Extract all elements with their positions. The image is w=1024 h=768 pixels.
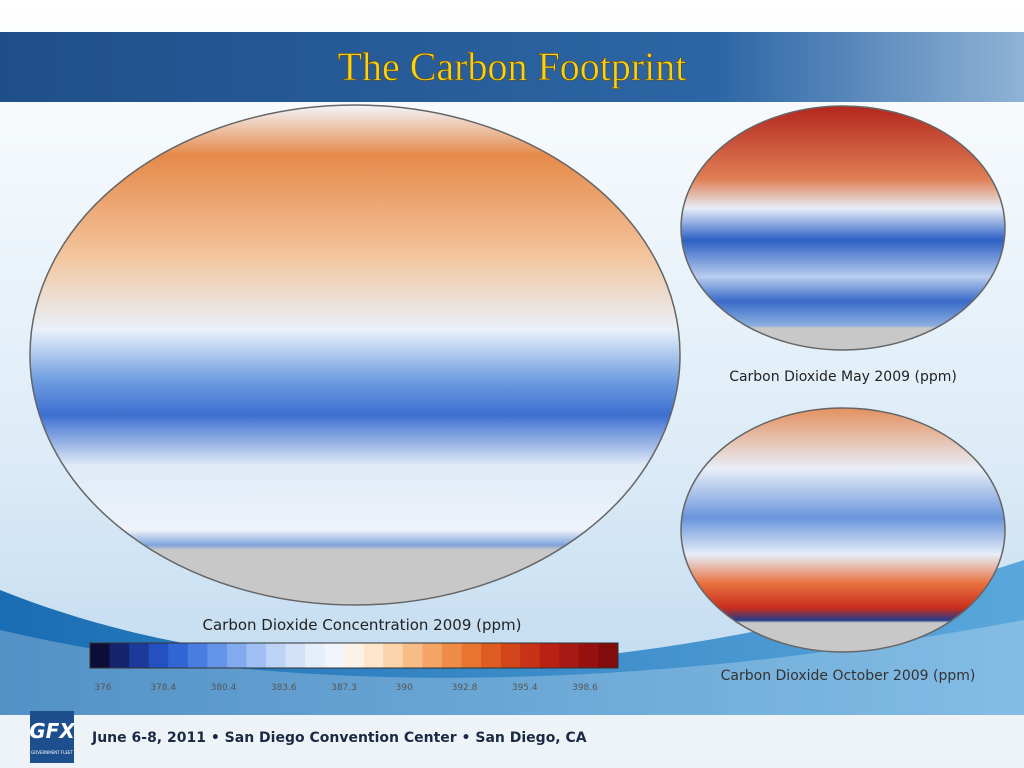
colorbar-cell xyxy=(246,643,267,668)
colorbar-cell xyxy=(598,643,619,668)
colorbar-cell xyxy=(559,643,580,668)
colorbar-cell xyxy=(344,643,365,668)
colorbar-cell xyxy=(266,643,287,668)
colorbar-label: 383.6 xyxy=(271,683,297,693)
colorbar-cell xyxy=(109,643,130,668)
colorbar-label: 387.3 xyxy=(331,683,357,693)
colorbar: 376 378.4 380.4 383.6 387.3 390 392.8 395.4 398.… xyxy=(89,642,619,693)
header-bar xyxy=(0,32,1024,102)
logo-box xyxy=(30,711,74,763)
colorbar-cell xyxy=(422,643,443,668)
october-caption: Carbon Dioxide October 2009 (ppm) xyxy=(721,668,976,684)
colorbar-cell xyxy=(500,643,521,668)
colorbar-cell xyxy=(481,643,502,668)
colorbar-cell xyxy=(442,643,463,668)
swoosh-highlight xyxy=(0,620,1024,715)
colorbar-label: 390 xyxy=(396,683,413,693)
colorbar-cell xyxy=(207,643,228,668)
colorbar-cell xyxy=(324,643,345,668)
colorbar-label: 378.4 xyxy=(150,683,176,693)
logo: GFX xyxy=(29,719,76,743)
colorbar-label: 395.4 xyxy=(512,683,538,693)
main-map xyxy=(29,104,681,606)
colorbar-cell xyxy=(90,643,111,668)
colorbar-label: 392.8 xyxy=(452,683,478,693)
colorbar-cell xyxy=(383,643,404,668)
colorbar-cell xyxy=(363,643,384,668)
main-caption: Carbon Dioxide Concentration 2009 (ppm) xyxy=(203,616,522,634)
october-map xyxy=(680,407,1006,653)
colorbar-cell xyxy=(461,643,482,668)
colorbar-cell xyxy=(187,643,208,668)
colorbar-cell xyxy=(148,643,169,668)
colorbar-label: 380.4 xyxy=(211,683,237,693)
footer-bar xyxy=(0,715,1024,768)
colorbar-cell xyxy=(578,643,599,668)
colorbar-cell xyxy=(305,643,326,668)
may-caption: Carbon Dioxide May 2009 (ppm) xyxy=(729,369,957,385)
colorbar-label: 376 xyxy=(94,683,111,693)
swoosh xyxy=(0,560,1024,715)
colorbar-cell xyxy=(402,643,423,668)
colorbar-label: 398.6 xyxy=(572,683,598,693)
colorbar-cell xyxy=(168,643,189,668)
colorbar-cell xyxy=(285,643,306,668)
title: The Carbon Footprint xyxy=(338,44,687,89)
colorbar-cell xyxy=(129,643,150,668)
colorbar-cell xyxy=(226,643,247,668)
colorbar-frame xyxy=(89,642,619,669)
colorbar-cell xyxy=(520,643,541,668)
may-map xyxy=(680,105,1006,351)
colorbar-cell xyxy=(539,643,560,668)
footer-text: June 6-8, 2011 • San Diego Convention Ce… xyxy=(91,730,587,746)
logo-sub: GOVERNMENT FLEET xyxy=(31,750,73,755)
